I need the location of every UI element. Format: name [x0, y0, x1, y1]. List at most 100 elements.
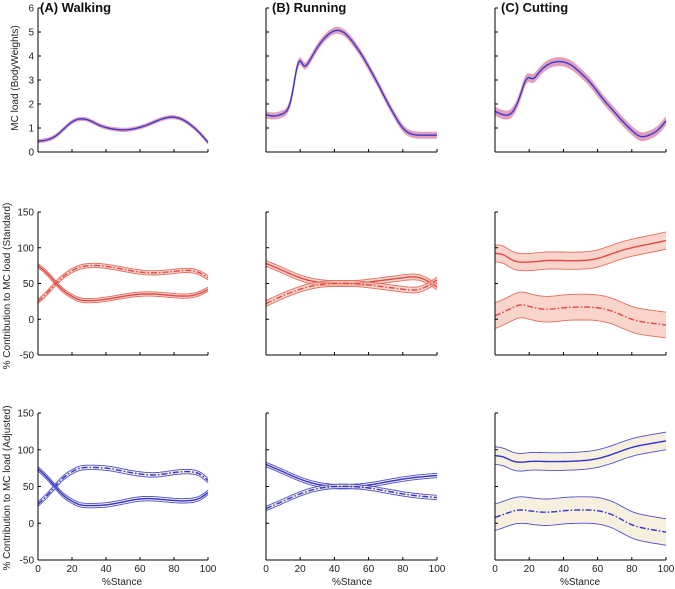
y-tick-label: -50	[20, 556, 35, 567]
series-line-dash-dot	[494, 509, 667, 533]
ylabel-mc-load: MC load (BodyWeights)	[10, 25, 21, 130]
y-tick-label: 1	[28, 124, 34, 135]
series-line-solid	[37, 468, 209, 507]
x-tick-label: 80	[168, 564, 180, 575]
y-tick-label: 50	[23, 482, 35, 493]
panel-1-1	[265, 211, 438, 356]
band-upper-edge	[494, 431, 667, 454]
x-tick-label: 100	[429, 564, 446, 575]
panel-2-1: 0 20 40 60 80 100	[263, 412, 446, 575]
band-upper-edge	[265, 461, 438, 485]
band-upper-edge	[37, 263, 209, 299]
series-line-solid	[37, 265, 209, 302]
x-tick-label: 40	[329, 564, 341, 575]
x-tick-label: 60	[363, 564, 375, 575]
band-lower-edge	[37, 267, 209, 304]
band-upper-edge	[37, 466, 209, 504]
y-tick-label: 150	[17, 208, 34, 219]
y-tick-label: 100	[17, 445, 34, 456]
y-tick-label: 5	[28, 28, 34, 39]
band-dash-dot	[38, 263, 208, 304]
xlabel-cutting: %Stance	[560, 577, 600, 588]
panel-1-0: -50 0 50 100 150	[17, 208, 209, 362]
band-dash-dot	[266, 277, 437, 307]
band-upper-edge	[494, 496, 667, 520]
band-upper-edge	[37, 262, 209, 300]
band-dash-dot	[38, 465, 208, 507]
band-lower-edge	[494, 522, 667, 546]
band-lower-edge	[265, 32, 437, 139]
band-lower-edge	[37, 470, 209, 509]
band-solid	[266, 260, 437, 290]
xlabel-running: %Stance	[332, 577, 372, 588]
x-tick-label: 40	[558, 564, 570, 575]
x-tick-label: 60	[592, 564, 604, 575]
band-MC load	[495, 57, 666, 141]
x-tick-label: 100	[658, 564, 675, 575]
x-tick-label: 20	[524, 564, 536, 575]
series-line-dash-dot	[265, 485, 438, 510]
y-tick-label: -50	[20, 351, 35, 362]
band-upper-edge	[494, 57, 667, 134]
band-lower-edge	[37, 267, 209, 304]
y-tick-label: 0	[28, 519, 34, 530]
x-tick-label: 0	[263, 564, 269, 575]
y-tick-label: 3	[28, 76, 34, 87]
series-line-MC load	[37, 116, 209, 143]
series-line-solid	[495, 239, 667, 263]
y-tick-label: 100	[17, 243, 34, 254]
y-tick-label: 150	[17, 409, 34, 420]
x-tick-label: 40	[100, 564, 112, 575]
panel-1-2	[494, 211, 667, 356]
x-tick-label: 20	[66, 564, 78, 575]
band-lower-edge	[494, 65, 667, 142]
x-tick-label: 20	[295, 564, 307, 575]
band-lower-edge	[494, 317, 667, 339]
band-solid	[495, 232, 666, 271]
band-upper-edge	[37, 464, 209, 503]
series-line-MC load	[265, 29, 437, 136]
band-lower-edge	[265, 282, 438, 307]
x-tick-label: 100	[200, 564, 217, 575]
x-tick-label: 80	[397, 564, 409, 575]
y-tick-label: 0	[28, 148, 34, 159]
band-dash-dot	[495, 292, 666, 338]
band-dash-dot	[495, 496, 666, 546]
y-tick-label: 2	[28, 100, 34, 111]
y-tick-label: 4	[28, 52, 34, 63]
ylabel-adjusted: % Contribution to MC load (Adjusted)	[2, 405, 13, 570]
series-line-dash-dot	[37, 264, 209, 302]
band-upper-edge	[494, 291, 667, 313]
band-lower-edge	[37, 118, 209, 145]
series-line-MC load	[494, 60, 667, 138]
x-tick-label: 0	[35, 564, 41, 575]
panel-2-2: 0 20 40 60 80 100	[492, 412, 675, 575]
series-line-dash-dot	[37, 466, 209, 505]
y-tick-label: 0	[28, 315, 34, 326]
series-line-solid	[494, 440, 667, 463]
column-title-running: (B) Running	[272, 0, 346, 15]
panel-0-2	[494, 7, 667, 153]
band-lower-edge	[495, 248, 667, 272]
x-tick-label: 80	[626, 564, 638, 575]
y-tick-label: 50	[23, 279, 35, 290]
band-upper-edge	[37, 114, 209, 141]
band-upper-edge	[494, 231, 667, 255]
band-lower-edge	[37, 469, 209, 507]
y-tick-label: 6	[28, 4, 34, 15]
column-title-walking: (A) Walking	[40, 0, 111, 15]
panel-0-0: 0 1 2 3 4 5 6	[28, 4, 209, 159]
band-upper-edge	[265, 276, 438, 302]
band-lower-edge	[265, 488, 438, 512]
column-title-cutting: (C) Cutting	[501, 0, 568, 15]
band-upper-edge	[265, 483, 438, 507]
panel-0-1	[265, 7, 438, 153]
band-lower-edge	[494, 449, 667, 472]
x-tick-label: 60	[134, 564, 146, 575]
ylabel-standard: % Contribution to MC load (Standard)	[2, 203, 13, 370]
xlabel-walking: %Stance	[102, 577, 142, 588]
x-tick-label: 0	[492, 564, 498, 575]
